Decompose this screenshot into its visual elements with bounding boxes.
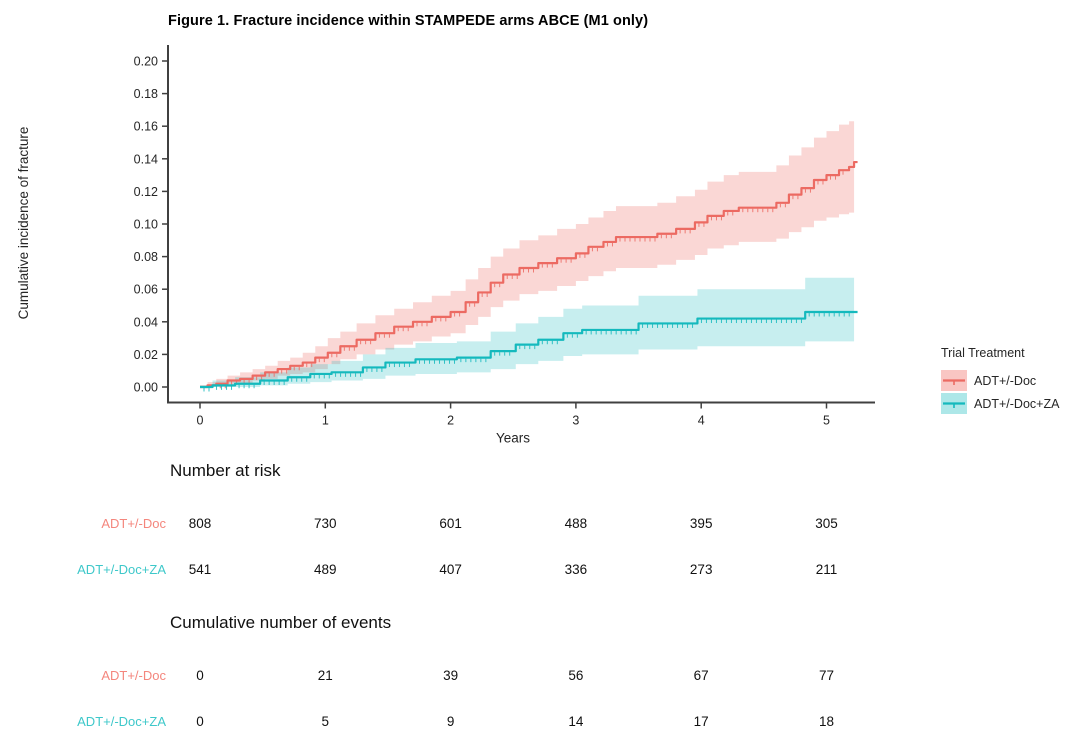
- risk-value-cell: 395: [689, 516, 713, 531]
- risk-value-cell: 730: [314, 516, 337, 531]
- events-row-label: ADT+/-Doc+ZA: [77, 714, 166, 729]
- y-tick-label: 0.18: [134, 87, 158, 101]
- events-value-cell: 77: [818, 668, 835, 683]
- risk-value-cell: 407: [439, 562, 462, 577]
- events-value-cell: 67: [693, 668, 709, 683]
- legend-title: Trial Treatment: [941, 346, 1025, 360]
- y-tick-label: 0.06: [134, 283, 158, 297]
- x-tick-label: 2: [447, 414, 454, 428]
- events-row-label: ADT+/-Doc: [101, 668, 166, 683]
- risk-value-cell: 808: [188, 516, 212, 531]
- events-value-cell: 14: [568, 714, 584, 729]
- x-tick-label: 1: [322, 414, 329, 428]
- risk-value-cell: 273: [689, 562, 713, 577]
- survival-curve-series-1: [200, 310, 858, 389]
- risk-value-cell: 211: [815, 562, 838, 577]
- censor-ticks-series-1: [203, 313, 850, 392]
- y-tick-label: 0.00: [134, 381, 158, 395]
- x-tick-label: 0: [197, 414, 204, 428]
- ci-band-series-0: [200, 111, 855, 387]
- y-tick-label: 0.16: [134, 120, 158, 134]
- events-value-cell: 0: [196, 714, 204, 729]
- events-value-cell: 0: [196, 668, 204, 683]
- y-tick-label: 0.10: [134, 218, 158, 232]
- legend-label: ADT+/-Doc+ZA: [974, 396, 1060, 411]
- events-table-heading: Cumulative number of events: [170, 613, 392, 632]
- censor-ticks-series-0: [219, 171, 844, 389]
- legend-item-0: ADT+/-Doc: [941, 369, 1059, 392]
- y-tick-label: 0.04: [134, 315, 158, 329]
- risk-value-cell: 488: [564, 516, 588, 531]
- events-value-cell: 39: [443, 668, 459, 683]
- legend-label: ADT+/-Doc: [974, 373, 1037, 388]
- risk-value-cell: 336: [564, 562, 588, 577]
- legend-items: ADT+/-Doc ADT+/-Doc+ZA: [941, 369, 1059, 415]
- risk-table-heading: Number at risk: [170, 461, 281, 480]
- x-tick-label: 5: [823, 414, 830, 428]
- risk-value-cell: 489: [314, 562, 337, 577]
- x-axis-title: Years: [496, 431, 530, 446]
- x-tick-label: 4: [698, 414, 705, 428]
- survival-curve-series-0: [200, 160, 858, 389]
- legend-item-1: ADT+/-Doc+ZA: [941, 392, 1059, 415]
- legend: Trial Treatment ADT+/-Doc ADT+/-Doc+ZA: [941, 346, 1059, 415]
- risk-value-cell: 305: [815, 516, 838, 531]
- y-tick-label: 0.02: [134, 348, 158, 362]
- risk-value-cell: 541: [188, 562, 212, 577]
- events-value-cell: 9: [446, 714, 455, 729]
- y-tick-label: 0.12: [134, 185, 158, 199]
- cumulative-incidence-chart: 0.00 0.02 0.04 0.06 0.08 0.10 0.12 0.14 0.16 0.18…: [16, 45, 875, 446]
- ci-band-series-1: [200, 277, 855, 387]
- risk-row-label: ADT+/-Doc: [101, 516, 166, 531]
- events-value-cell: 21: [317, 668, 333, 683]
- y-tick-label: 0.20: [134, 55, 158, 69]
- events-value-cell: 17: [693, 714, 709, 729]
- events-value-cell: 18: [818, 714, 835, 729]
- events-value-cell: 5: [321, 714, 330, 729]
- x-tick-label: 3: [572, 414, 579, 428]
- chart-title: Figure 1. Fracture incidence within STAM…: [168, 13, 649, 29]
- y-tick-label: 0.14: [134, 152, 158, 166]
- y-tick-label: 0.08: [134, 250, 158, 264]
- legend-key-icon: [941, 393, 967, 414]
- events-value-cell: 56: [568, 668, 584, 683]
- risk-value-cell: 601: [439, 516, 462, 531]
- legend-key-icon: [941, 370, 967, 391]
- y-axis-title: Cumulative incidence of fracture: [16, 127, 31, 320]
- risk-row-label: ADT+/-Doc+ZA: [77, 562, 166, 577]
